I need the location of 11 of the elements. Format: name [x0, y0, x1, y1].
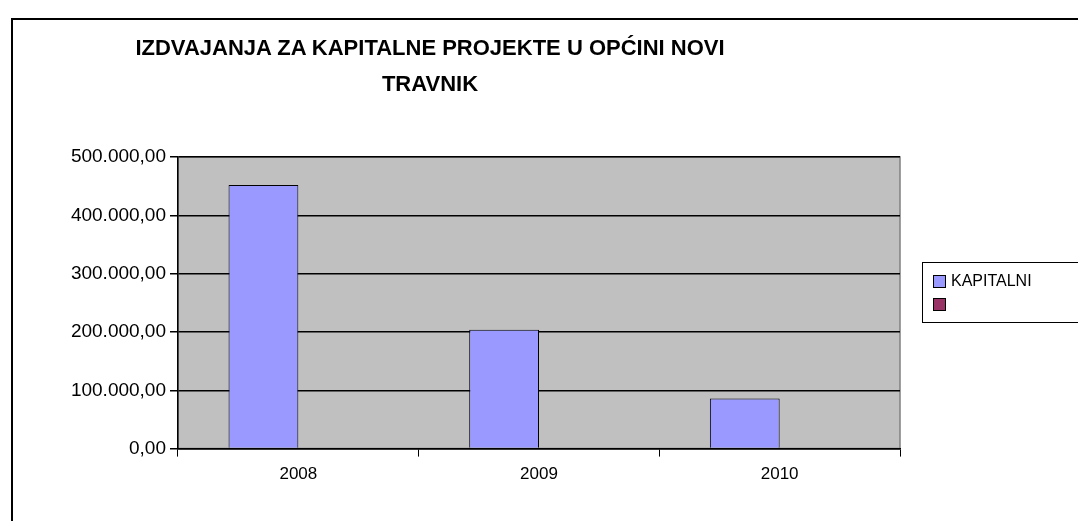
x-tick-label: 2009 [520, 464, 558, 484]
y-tick-label: 200.000,00 [70, 320, 166, 342]
y-tick-label: 100.000,00 [70, 378, 166, 400]
x-tick-label: 2010 [760, 464, 799, 484]
chart-title: IZDVAJANJA ZA KAPITALNE PROJEKTE U OPĆINI NOVI TRAVNIK [134, 34, 726, 98]
y-tick-label: 300.000,00 [70, 261, 166, 283]
y-tick-label: 400.000,00 [70, 203, 166, 225]
y-tick-label: 500.000,00 [70, 145, 166, 167]
x-tick-label: 2008 [279, 464, 318, 484]
legend-label: KAPITALNI [951, 272, 1032, 290]
y-tick-label: 0,00 [129, 436, 166, 458]
